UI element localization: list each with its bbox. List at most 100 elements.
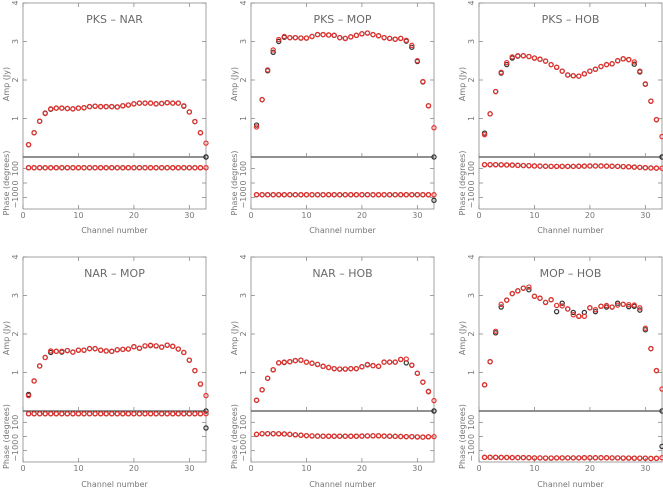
phase-point [75,164,82,171]
amp-point [125,102,132,108]
amp-tick-label: 2 [467,77,476,82]
amp-point [614,300,621,306]
phase-point [626,455,632,461]
phase-point [414,191,421,198]
amp-point [398,356,404,363]
amp-point [309,360,315,366]
phase-point [125,410,132,417]
amp-point [175,346,181,352]
amp-point [331,365,337,372]
amp-point [409,362,415,368]
phase-point [515,454,521,461]
phase-point [559,455,565,461]
amp-point [392,36,398,42]
amp-point [504,59,510,66]
phase-point [403,191,409,198]
amp-point [498,304,504,310]
amp-point [537,295,543,301]
amp-point [253,397,260,403]
x-tick-label: 10 [301,211,311,220]
amp-point [381,359,387,365]
phase-point [537,163,543,169]
amp-point [92,345,98,352]
phase-point [48,410,54,417]
phase-point [292,191,299,198]
amp-point [276,38,282,45]
amp-point [197,381,204,387]
phase-point [59,164,65,171]
amp-point [553,64,560,70]
amp-point [375,33,382,39]
amp-point [53,105,59,111]
phase-point [253,191,260,198]
phase-point [609,455,615,461]
amp-axis-label: Amp (Jy) [2,67,11,101]
amp-point [337,366,343,372]
amp-point [109,103,115,110]
phase-point [31,410,37,417]
phase-point [431,191,437,198]
amp-point [259,96,265,103]
phase-point [70,410,76,417]
amp-point [170,343,176,350]
phase-point [370,191,376,198]
amp-point [659,133,663,140]
amp-point [136,345,143,351]
phase-point [520,454,527,461]
x-tick-label: 30 [412,211,422,220]
phase-point [414,434,421,440]
amp-point [53,348,59,355]
amp-point [542,299,549,306]
amp-tick-label: 4 [467,254,476,259]
amp-point [598,303,604,309]
amp-point [325,364,332,371]
phase-point [25,164,32,171]
amp-point [620,301,626,308]
phase-point [175,164,181,171]
x-tick-label: 30 [640,211,650,220]
phase-point [153,164,159,171]
amp-point [292,34,299,41]
amp-point [587,305,593,311]
amp-point [331,32,337,39]
phase-point [109,410,115,417]
phase-point [431,433,437,440]
phase-point [420,434,426,440]
amp-point [287,34,293,41]
amp-point [86,103,93,110]
phase-point [659,455,663,461]
phase-point [303,191,310,198]
phase-point [659,154,663,160]
amp-point [637,305,643,311]
amp-point [570,309,576,316]
amp-axis-label: Amp (Jy) [230,67,239,101]
amp-point [425,389,432,395]
amp-point [531,293,538,299]
x-tick-label: 20 [129,211,139,220]
panel-title: PKS – MOP [313,13,371,26]
amp-point [203,140,209,146]
plot-frame [22,256,207,463]
phase-point [559,163,565,170]
phase-point [36,164,43,171]
amp-point [48,348,54,354]
amp-point [398,35,404,42]
phase-point [136,164,143,171]
phase-point [186,410,193,417]
phase-point [609,163,615,169]
amp-point [631,302,637,308]
amp-point [342,35,348,42]
phase-point [653,455,660,462]
amp-point [492,88,499,95]
amp-point [565,72,571,78]
amp-tick-label: 4 [239,254,248,259]
x-axis-label: Channel number [81,480,148,489]
phase-point [42,410,48,417]
phase-point [31,164,37,171]
amp-point [97,103,104,110]
phase-point [53,164,59,171]
amp-point [559,68,565,74]
phase-point [425,191,432,198]
phase-point [603,163,610,169]
